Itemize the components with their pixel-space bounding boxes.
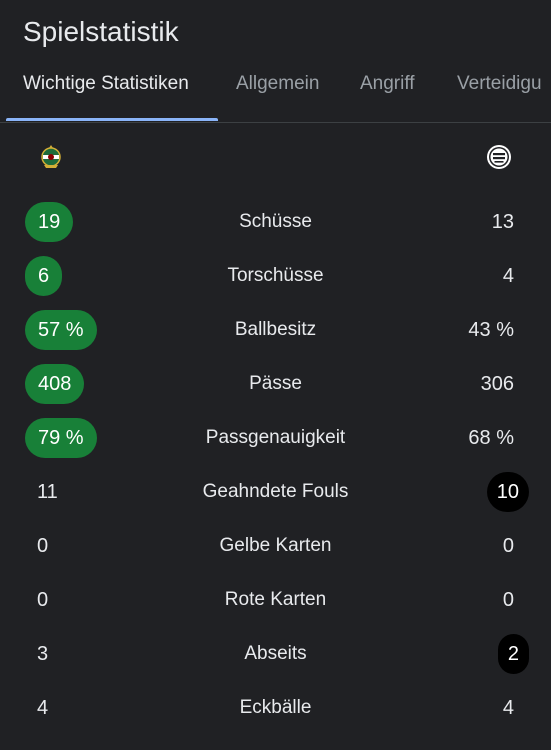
home-leader-pill: 57 % bbox=[25, 310, 97, 350]
stat-label: Schüsse bbox=[239, 211, 312, 232]
stat-label: Abseits bbox=[244, 643, 307, 664]
home-value: 0 bbox=[37, 535, 49, 557]
home-value: 4 bbox=[37, 697, 49, 719]
home-value: 6 bbox=[25, 256, 63, 296]
home-value: 11 bbox=[37, 481, 58, 503]
away-value: 68 % bbox=[468, 427, 514, 449]
stat-label: Passgenauigkeit bbox=[205, 427, 346, 448]
stat-label: Gelbe Karten bbox=[219, 535, 332, 556]
home-value: 3 bbox=[37, 643, 49, 665]
home-leader-pill: 6 bbox=[25, 256, 63, 296]
stat-row-offsides: 3 Abseits 2 bbox=[0, 634, 551, 678]
home-leader-pill: 79 % bbox=[25, 418, 97, 458]
home-value: 0 bbox=[37, 589, 49, 611]
stat-label: Rote Karten bbox=[224, 589, 327, 610]
stat-label: Torschüsse bbox=[227, 265, 324, 286]
stat-row-pass-accuracy: 79 % Passgenauigkeit 68 % bbox=[0, 418, 551, 462]
active-tab-indicator bbox=[6, 118, 218, 121]
home-value: 408 bbox=[25, 364, 85, 404]
stat-row-red-cards: 0 Rote Karten 0 bbox=[0, 580, 551, 624]
away-value: 0 bbox=[502, 535, 514, 557]
away-leader-pill: 2 bbox=[497, 634, 529, 674]
tab-defense[interactable]: Verteidigu bbox=[457, 73, 542, 94]
stat-row-shots-on-target: 6 Torschüsse 4 bbox=[0, 256, 551, 300]
home-value: 79 % bbox=[25, 418, 97, 458]
away-value: 2 bbox=[483, 634, 529, 674]
away-value: 13 bbox=[491, 211, 514, 233]
sturm-graz-crest-icon bbox=[487, 145, 511, 169]
away-value: 306 bbox=[480, 373, 514, 395]
away-value: 4 bbox=[502, 265, 514, 287]
tab-bar: Wichtige Statistiken Allgemein Angriff V… bbox=[0, 60, 551, 123]
tab-key-stats[interactable]: Wichtige Statistiken bbox=[23, 73, 189, 94]
stat-row-yellow-cards: 0 Gelbe Karten 0 bbox=[0, 526, 551, 570]
stat-label: Eckbälle bbox=[239, 697, 312, 718]
home-leader-pill: 408 bbox=[25, 364, 85, 404]
away-leader-pill: 10 bbox=[486, 472, 529, 512]
tab-attack[interactable]: Angriff bbox=[360, 73, 415, 94]
away-value: 10 bbox=[472, 472, 529, 512]
away-value: 4 bbox=[502, 697, 514, 719]
home-value: 19 bbox=[25, 202, 74, 242]
away-value: 43 % bbox=[468, 319, 514, 341]
home-leader-pill: 19 bbox=[25, 202, 74, 242]
page-title: Spielstatistik bbox=[23, 16, 179, 47]
tab-general[interactable]: Allgemein bbox=[236, 73, 320, 94]
stat-row-possession: 57 % Ballbesitz 43 % bbox=[0, 310, 551, 354]
stat-label: Pässe bbox=[249, 373, 302, 394]
stat-label: Ballbesitz bbox=[234, 319, 317, 340]
stat-row-corners: 4 Eckbälle 4 bbox=[0, 688, 551, 732]
stat-label: Geahndete Fouls bbox=[202, 481, 349, 502]
stat-row-shots: 19 Schüsse 13 bbox=[0, 202, 551, 246]
rapid-wien-crest-icon bbox=[41, 145, 61, 168]
stat-row-fouls: 11 Geahndete Fouls 10 bbox=[0, 472, 551, 516]
home-value: 57 % bbox=[25, 310, 97, 350]
away-value: 0 bbox=[502, 589, 514, 611]
stat-row-passes: 408 Pässe 306 bbox=[0, 364, 551, 408]
